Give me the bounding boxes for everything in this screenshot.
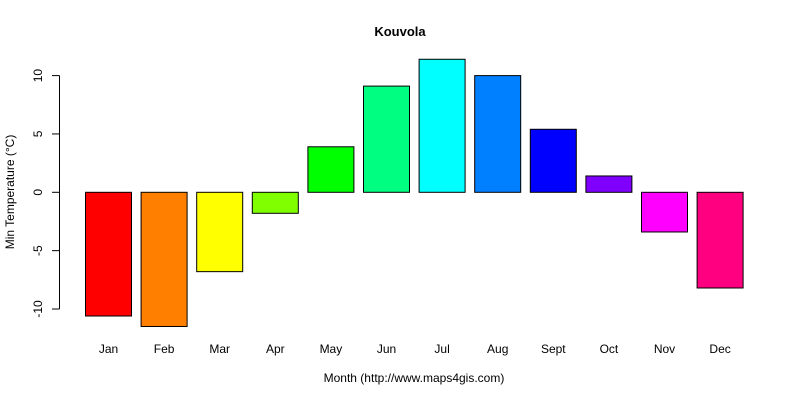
bar-jun: [363, 85, 410, 193]
x-tick-label: Apr: [266, 342, 285, 356]
x-tick-label: May: [320, 342, 343, 356]
bar-jan: [85, 191, 132, 317]
x-tick-label: Nov: [654, 342, 675, 356]
bars: [85, 58, 744, 328]
bar-mar: [196, 191, 244, 273]
bar-may: [307, 146, 355, 193]
x-tick-label: Jul: [434, 342, 449, 356]
y-tick-label: -5: [31, 245, 45, 256]
bar-sept: [529, 128, 577, 193]
x-axis-label: Month (http://www.maps4gis.com): [324, 371, 505, 385]
x-tick-label: Sept: [541, 342, 566, 356]
y-tick-label: -10: [31, 300, 45, 318]
x-tick-label: Mar: [209, 342, 230, 356]
y-tick-label: 10: [31, 69, 45, 83]
x-tick-label: Jan: [99, 342, 118, 356]
bar-feb: [140, 191, 188, 328]
chart-title: Kouvola: [374, 24, 426, 39]
x-tick-labels: Jan Feb Mar Apr May Jun Jul Aug Sept Oct Nov Dec: [99, 342, 731, 356]
x-tick-label: Oct: [600, 342, 619, 356]
y-tick-label: 5: [31, 130, 45, 137]
y-axis: -10 -5 0 5 10: [31, 69, 60, 318]
bar-jul: [418, 58, 466, 193]
x-tick-label: Aug: [487, 342, 508, 356]
y-axis-label: Min Temperature (°C): [3, 135, 17, 250]
bar-apr: [251, 191, 299, 214]
x-tick-label: Jun: [377, 342, 396, 356]
x-tick-label: Dec: [709, 342, 730, 356]
x-tick-label: Feb: [154, 342, 175, 356]
bar-aug: [474, 75, 522, 193]
bar-dec: [696, 191, 744, 289]
y-tick-label: 0: [31, 189, 45, 196]
bar-nov: [641, 191, 688, 233]
bar-oct: [585, 175, 633, 193]
